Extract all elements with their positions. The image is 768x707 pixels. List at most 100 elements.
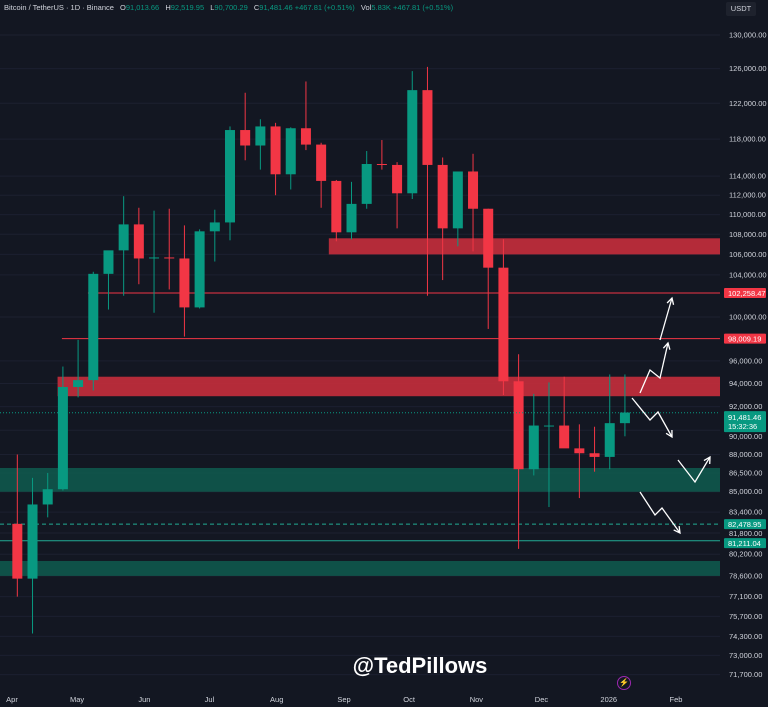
candle-body — [407, 90, 418, 194]
resistance-zone — [57, 376, 720, 397]
price-tick-label: 77,100.00 — [729, 592, 762, 601]
price-tick-label: 75,700.00 — [729, 612, 762, 621]
candle-body — [179, 258, 190, 308]
high-label: H — [165, 3, 171, 12]
candle-body — [118, 224, 129, 251]
symbol-title[interactable]: Bitcoin / TetherUS · 1D · Binance — [4, 3, 114, 12]
price-tick-label: 96,000.00 — [729, 356, 762, 365]
price-tick-label: 73,000.00 — [729, 651, 762, 660]
price-tick-label: 74,300.00 — [729, 632, 762, 641]
open-label: O — [120, 3, 126, 12]
arrow-path — [659, 297, 673, 341]
price-tick-label: 78,600.00 — [729, 571, 762, 580]
price-tick-label: 110,000.00 — [729, 210, 766, 219]
candle-body — [498, 267, 509, 382]
price-tick-label: 130,000.00 — [729, 31, 767, 40]
price-tick-label: 94,000.00 — [729, 379, 762, 388]
candle-body — [88, 273, 99, 381]
candle-body — [27, 504, 38, 579]
candle-body — [619, 412, 630, 424]
support-zone — [0, 560, 720, 576]
candle-body — [392, 164, 403, 194]
candle-body — [346, 203, 357, 233]
price-tick-label: 92,000.00 — [729, 402, 762, 411]
level-price-tag-bg — [724, 288, 766, 299]
time-tick-label: Feb — [670, 695, 683, 704]
volume-label: Vol — [360, 3, 372, 12]
price-tick-label: 126,000.00 — [729, 64, 767, 73]
candle-body — [543, 425, 554, 427]
candle-body — [224, 130, 235, 223]
arrow-head-icon — [703, 455, 711, 465]
candle-body — [361, 163, 372, 204]
arrow-path — [677, 456, 711, 484]
candle-body — [437, 164, 448, 229]
candle-body — [240, 130, 251, 146]
price-tick-label: 108,000.00 — [729, 230, 767, 239]
price-tick-label: 114,000.00 — [729, 172, 766, 181]
candle-body — [149, 257, 160, 259]
level-price-tag: 82,478.95 — [728, 520, 761, 529]
close-label: C — [253, 3, 260, 12]
price-tick-label: 106,000.00 — [729, 250, 767, 259]
candle-body — [376, 163, 387, 165]
candle-body — [513, 381, 524, 470]
candle-body — [483, 208, 494, 268]
candle-body — [255, 126, 266, 146]
candle-body — [559, 425, 570, 449]
watermark: @TedPillows — [352, 653, 488, 678]
price-tick-label: 104,000.00 — [729, 270, 767, 279]
level-price-tag: 81,211.04 — [728, 539, 761, 548]
candle-body — [42, 489, 53, 505]
candle-body — [12, 523, 23, 579]
time-tick-label: Oct — [403, 695, 416, 704]
candle-body — [285, 128, 296, 175]
candle-body — [103, 250, 114, 274]
candle-body — [604, 423, 615, 457]
resistance-zone — [328, 238, 720, 255]
level-price-tag-bg — [724, 519, 766, 530]
change-value: +467.81 (+0.51%) — [294, 3, 355, 12]
open-value: 91,013.66 — [125, 3, 160, 12]
candle-body — [468, 171, 479, 209]
price-axis — [720, 0, 768, 707]
high-value: 92,519.95 — [170, 3, 205, 12]
candle-body — [73, 380, 84, 387]
arrow-path — [639, 342, 669, 394]
price-tick-label: 100,000.00 — [729, 313, 767, 322]
last-price-tag-bg — [724, 411, 766, 433]
bar-countdown: 15:32:36 — [728, 422, 757, 431]
price-tick-label: 112,000.00 — [729, 191, 766, 200]
candle-body — [589, 453, 600, 457]
time-tick-label: Jun — [138, 695, 150, 704]
time-tick-label: Aug — [270, 695, 283, 704]
level-price-tag-bg — [724, 538, 766, 549]
arrow-path — [631, 397, 673, 438]
level-price-tag-bg — [724, 333, 766, 344]
candle-body — [194, 231, 205, 308]
level-price-tag: 98,009.19 — [728, 335, 761, 344]
candle-body — [57, 386, 68, 490]
low-label: L — [210, 3, 215, 12]
arrow-path — [639, 491, 681, 534]
candle-body — [300, 128, 311, 145]
price-tick-label: 122,000.00 — [729, 99, 767, 108]
price-tick-label: 85,000.00 — [729, 487, 762, 496]
candle-body — [164, 257, 175, 259]
price-tick-label: 81,800.00 — [729, 529, 762, 538]
volume-value: 5.83K — [371, 3, 391, 12]
price-tick-label: 80,200.00 — [729, 550, 762, 559]
last-price-tag: 91,481.46 — [728, 413, 761, 422]
close-value: 91,481.46 — [259, 3, 293, 12]
candle-body — [331, 180, 342, 233]
lightning-icon[interactable]: ⚡ — [617, 676, 631, 690]
arrow-head-icon — [673, 525, 681, 535]
currency-button[interactable]: USDT — [726, 2, 756, 16]
candle-body — [452, 171, 463, 229]
symbol-header: Bitcoin / TetherUS · 1D · Binance O91,01… — [4, 3, 453, 12]
time-tick-label: May — [70, 695, 84, 704]
arrow-head-icon — [662, 341, 671, 350]
arrow-head-icon — [665, 429, 673, 439]
level-price-tag: 102,258.47 — [728, 289, 766, 298]
